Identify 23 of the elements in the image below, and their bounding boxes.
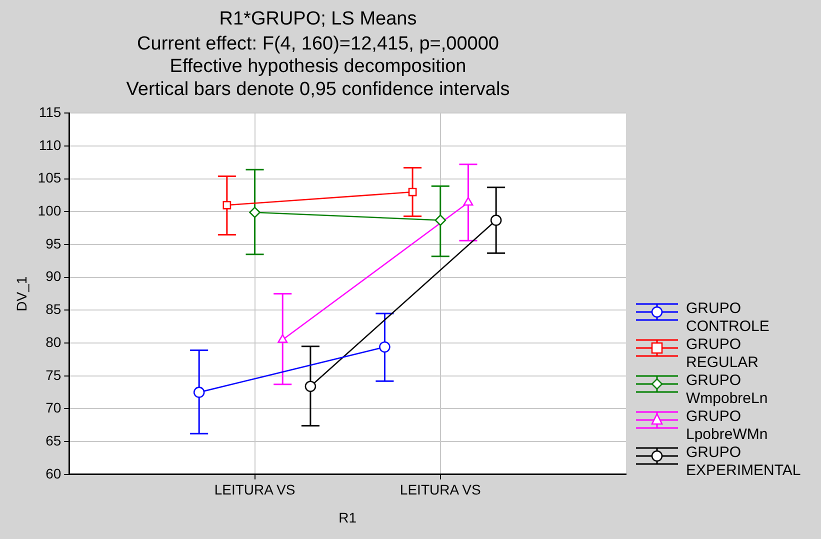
y-tick-label: 65 [46, 432, 62, 448]
y-tick-label: 90 [46, 268, 62, 284]
chart-subtitle: Current effect: F(4, 160)=12,415, p=,00000 Effective hypothesis decomposition Vertical bars denote 0,95 confidence intervals [126, 33, 510, 100]
y-tick-label: 60 [46, 465, 62, 482]
legend-label: GRUPO REGULAR [686, 336, 760, 372]
y-tick-label: 115 [38, 104, 62, 120]
y-tick-label: 110 [38, 136, 62, 153]
y-tick-label: 95 [46, 235, 62, 252]
y-tick-label: 75 [46, 366, 62, 383]
legend-label: GRUPO EXPERIMENTAL [686, 444, 801, 480]
x-axis-title: R1 [338, 509, 357, 526]
legend-label: GRUPO CONTROLE [686, 300, 770, 336]
y-tick-label: 70 [46, 400, 62, 416]
y-tick-label: 85 [46, 301, 62, 318]
y-tick-label: 100 [38, 202, 62, 219]
y-tick-label: 105 [38, 170, 62, 186]
legend-label: GRUPO LpobreWMn [686, 408, 769, 444]
y-axis-title: DV_1 [13, 276, 30, 312]
y-tick-label: 80 [46, 334, 62, 350]
x-tick-label: LEITURA VS [214, 482, 296, 498]
chart-title: R1*GRUPO; LS Means [219, 8, 417, 30]
legend-label: GRUPO WmpobreLn [686, 372, 769, 408]
x-tick-label: LEITURA VS [400, 482, 481, 498]
